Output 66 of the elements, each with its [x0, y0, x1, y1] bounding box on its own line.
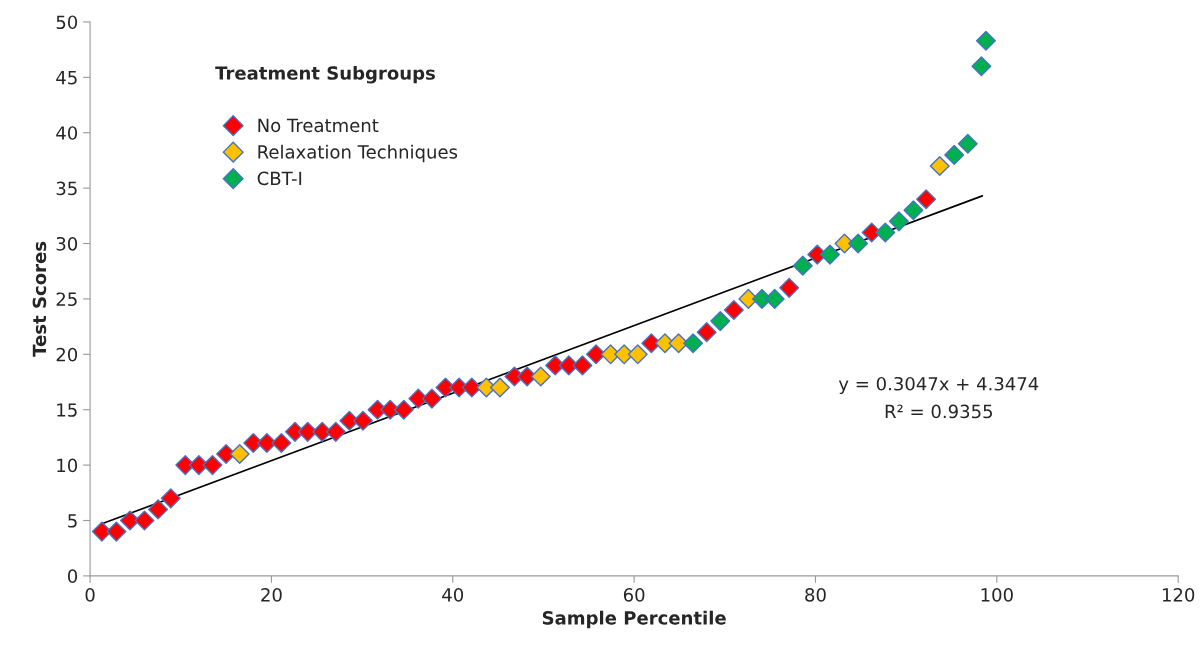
y-tick-label: 45 [56, 71, 77, 85]
x-axis-title: Sample Percentile [542, 610, 726, 629]
y-tick-label: 0 [67, 569, 78, 584]
x-tick-label: 40 [442, 588, 464, 602]
point [916, 189, 937, 210]
point [929, 155, 950, 176]
point [875, 222, 896, 243]
point [530, 366, 551, 387]
legend-label: Relaxation Techniques [258, 144, 458, 163]
y-tick-label: 20 [56, 347, 78, 362]
y-tick-label: 40 [56, 126, 78, 140]
legend-label: No Treatment [258, 118, 379, 133]
point [888, 211, 909, 232]
point [971, 56, 992, 77]
point [202, 455, 223, 476]
point [489, 377, 510, 398]
y-tick-label: 35 [56, 181, 77, 196]
point [572, 355, 593, 376]
point [792, 255, 813, 276]
y-tick-label: 30 [56, 236, 78, 251]
y-tick-label: 25 [56, 292, 77, 307]
point [393, 399, 414, 420]
point [764, 288, 785, 309]
x-tick-label: 80 [805, 588, 826, 602]
point [91, 521, 112, 542]
y-tick-label: 15 [57, 403, 77, 417]
point [696, 322, 717, 343]
y-tick-label: 5 [68, 514, 77, 528]
annotation: y = 0.3047x + 4.3474 [838, 376, 1039, 395]
point [683, 333, 704, 354]
x-tick-label: 20 [261, 588, 282, 602]
point [148, 499, 169, 520]
point [848, 233, 869, 254]
point [106, 521, 127, 542]
point [779, 277, 800, 298]
legend-label: CBT-I [257, 171, 302, 186]
point [710, 311, 731, 332]
annotation: R² = 0.9355 [885, 404, 992, 419]
point [461, 377, 482, 398]
point [654, 333, 675, 354]
point [229, 444, 250, 465]
x-tick-label: 0 [85, 588, 95, 602]
point [297, 421, 318, 442]
point [160, 488, 181, 509]
point [668, 333, 689, 354]
point [325, 421, 346, 442]
x-tick-label: 100 [981, 588, 1013, 602]
legend-title: Treatment Subgroups [215, 65, 435, 84]
point [975, 30, 996, 51]
point [723, 299, 744, 321]
point [944, 144, 965, 165]
point [421, 388, 442, 409]
point [627, 344, 648, 365]
y-tick-label: 50 [56, 15, 78, 30]
point [957, 133, 978, 154]
point [188, 455, 209, 476]
y-tick-label: 10 [57, 458, 78, 473]
point [903, 200, 924, 221]
x-tick-label: 60 [623, 588, 645, 602]
point [256, 432, 277, 453]
point [134, 510, 155, 531]
y-axis-title: Test Scores [32, 241, 47, 357]
point [271, 432, 292, 453]
point [819, 244, 840, 265]
point [352, 410, 374, 431]
x-tick-label: 120 [1162, 588, 1195, 602]
